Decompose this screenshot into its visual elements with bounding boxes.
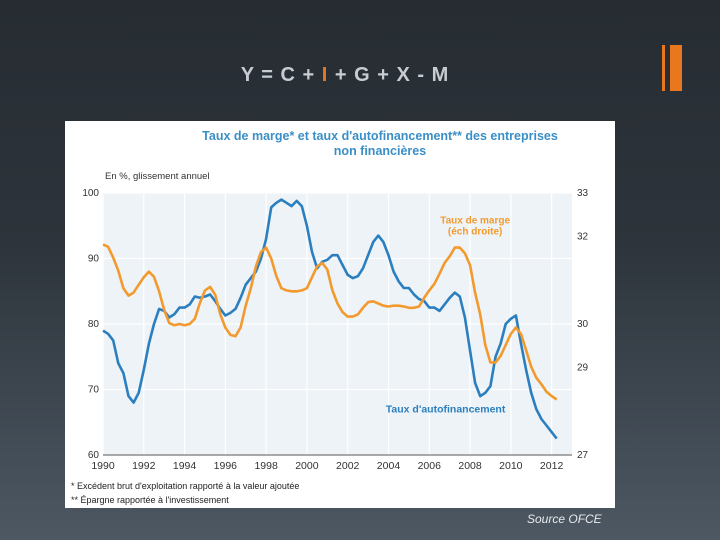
y-left-tick-label: 100 [82,188,99,199]
x-tick-label: 2002 [336,460,360,472]
x-tick-label: 2010 [499,460,523,472]
series-label-marge: Taux de marge [440,216,510,227]
y-left-tick-label: 70 [88,385,100,396]
y-left-tick-label: 60 [88,450,100,461]
y-left-tick-label: 90 [88,254,100,265]
line-chart: 60 70 80 90 100 27 29 30 32 33 1990 1992 1994 1996 199… [82,171,589,472]
x-tick-label: 2012 [540,460,564,472]
slide-title: Y = C + I + G + X - M [240,64,450,86]
y-right-tick-label: 32 [577,232,589,243]
series-label-autofinancement: Taux d'autofinancement [386,403,506,415]
chart-title: Taux de marge* et taux d'autofinancement… [160,129,600,159]
source-label: Source OFCE [527,512,602,526]
series-label-marge-sub: (éch droite) [448,227,502,238]
x-tick-label: 1998 [254,460,278,472]
footnote-1: * Excédent brut d'exploitation rapporté … [71,481,300,491]
x-tick-label: 1994 [173,460,197,472]
y-left-tick-label: 80 [88,319,100,330]
series-line-autofinancement [102,198,558,440]
chart-title-line1: Taux de marge* et taux d'autofinancement… [202,129,558,143]
y-right-tick-label: 33 [577,188,589,199]
y-right-tick-label: 27 [577,450,589,461]
chart-title-line2: non financières [333,144,427,158]
chart-figure: Taux de marge* et taux d'autofinancement… [65,121,615,508]
x-tick-label: 1992 [132,460,156,472]
x-tick-label: 2008 [458,460,482,472]
y-right-tick-label: 29 [577,363,589,374]
y-right-tick-label: 30 [577,319,589,330]
footnote-2: ** Épargne rapportée à l'investissement [71,495,229,505]
series-line-marge [102,243,558,401]
x-tick-label: 2004 [377,460,401,472]
title-highlight: I [321,64,329,86]
accent-bar-thin [662,45,665,91]
x-tick-label: 1990 [91,460,115,472]
x-tick-label: 1996 [214,460,238,472]
x-tick-label: 2000 [295,460,319,472]
unit-label: En %, glissement annuel [105,171,210,182]
x-tick-label: 2006 [418,460,442,472]
accent-bar-thick [670,45,682,91]
